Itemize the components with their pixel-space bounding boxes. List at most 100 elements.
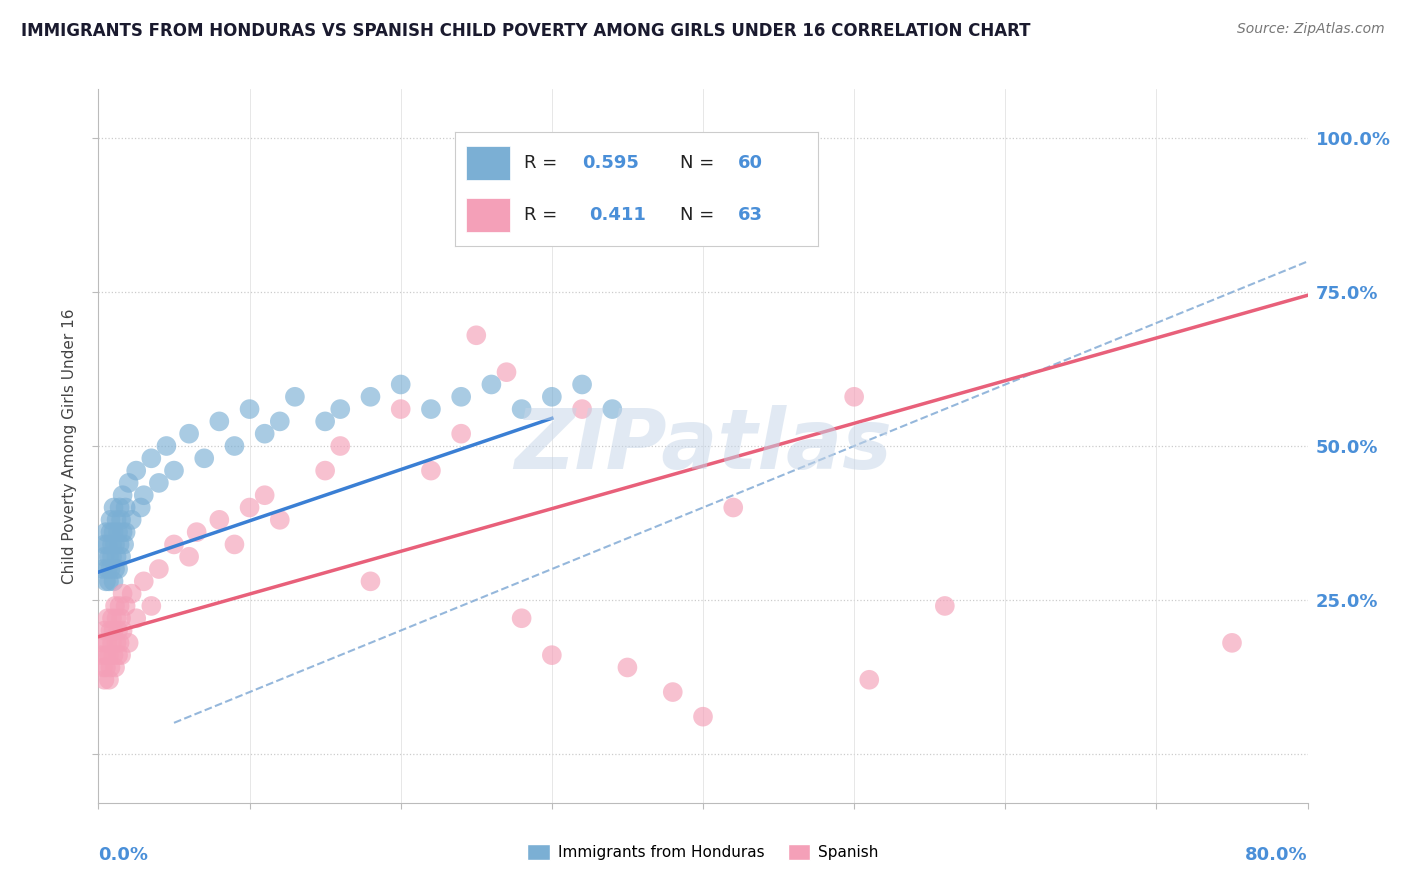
Point (104, 660, 127, 674)
Point (111, 488, 134, 502)
Point (420, 402, 443, 417)
Point (101, 611, 124, 625)
Point (934, 599, 956, 613)
Point (93, 549, 115, 564)
Point (91, 636, 114, 650)
Point (125, 611, 148, 625)
Point (389, 377, 412, 392)
Point (269, 414, 291, 428)
Point (692, 709, 714, 723)
Point (100, 624, 122, 638)
Point (112, 537, 135, 551)
Point (94, 648, 117, 662)
Point (132, 488, 155, 502)
Point (723, 500, 745, 515)
Point (148, 562, 170, 576)
Point (239, 500, 262, 515)
Point (96, 611, 118, 625)
Point (91, 562, 114, 576)
Point (108, 636, 131, 650)
Point (108, 599, 131, 613)
Point (510, 611, 533, 625)
Point (100, 525, 122, 540)
Point (844, 390, 866, 404)
Point (91, 660, 114, 674)
Point (125, 464, 148, 478)
Point (118, 636, 141, 650)
Point (96, 562, 118, 576)
Point (98, 673, 121, 687)
Point (360, 574, 382, 589)
Point (208, 414, 231, 428)
Point (104, 599, 127, 613)
Point (111, 624, 134, 638)
Point (101, 636, 124, 650)
Point (121, 587, 143, 601)
Point (224, 439, 246, 453)
Point (94, 574, 117, 589)
Point (103, 574, 125, 589)
Point (111, 525, 134, 540)
Point (103, 525, 125, 540)
Point (101, 537, 124, 551)
Text: 80.0%: 80.0% (1244, 846, 1308, 863)
Point (108, 500, 131, 515)
Point (481, 377, 503, 392)
Point (98, 549, 121, 564)
Point (329, 439, 352, 453)
Point (141, 451, 163, 466)
Point (98, 648, 121, 662)
Point (661, 685, 683, 699)
Point (179, 549, 201, 564)
Point (94, 525, 117, 540)
Point (329, 402, 352, 417)
Point (103, 500, 125, 515)
Point (858, 673, 880, 687)
Point (163, 464, 186, 478)
Point (110, 648, 132, 662)
Point (107, 562, 129, 576)
Point (253, 488, 276, 502)
Point (420, 464, 443, 478)
Point (314, 464, 336, 478)
Text: Source: ZipAtlas.com: Source: ZipAtlas.com (1237, 22, 1385, 37)
Point (105, 513, 128, 527)
Point (110, 549, 132, 564)
Point (110, 513, 132, 527)
Point (129, 500, 152, 515)
Point (253, 426, 276, 441)
Point (118, 475, 141, 490)
Point (104, 537, 127, 551)
Point (179, 426, 201, 441)
Point (571, 402, 593, 417)
Point (465, 328, 488, 343)
Point (114, 599, 136, 613)
Point (103, 624, 125, 638)
Legend: Immigrants from Honduras, Spanish: Immigrants from Honduras, Spanish (522, 838, 884, 866)
Point (98, 574, 121, 589)
Point (450, 390, 472, 404)
Point (269, 513, 291, 527)
Point (602, 402, 624, 417)
Point (314, 414, 336, 428)
Point (107, 648, 129, 662)
Point (114, 525, 136, 540)
Point (96, 537, 118, 551)
Text: ZIPatlas: ZIPatlas (515, 406, 891, 486)
Point (104, 562, 127, 576)
Point (224, 537, 246, 551)
Text: 0.0%: 0.0% (98, 846, 149, 863)
Point (107, 624, 129, 638)
Point (107, 525, 129, 540)
Point (105, 549, 128, 564)
Point (186, 525, 208, 540)
Point (105, 636, 128, 650)
Point (93, 537, 115, 551)
Point (114, 500, 136, 515)
Point (450, 426, 472, 441)
Point (100, 660, 122, 674)
Point (96, 636, 118, 650)
Point (100, 513, 122, 527)
Point (121, 513, 143, 527)
Point (90, 648, 112, 662)
